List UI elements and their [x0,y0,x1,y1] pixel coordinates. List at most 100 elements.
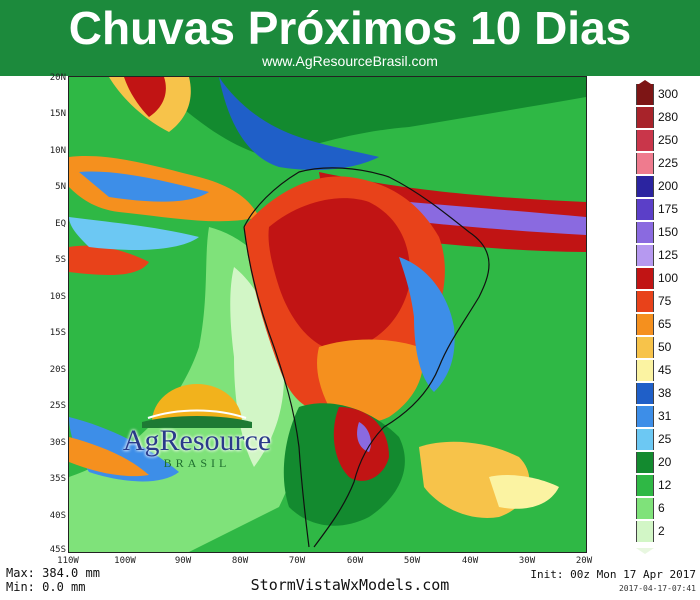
legend-label: 250 [658,133,679,147]
page-title: Chuvas Próximos 10 Dias [68,2,632,54]
legend-swatch [636,360,654,381]
legend-label: 75 [658,294,672,308]
legend-label: 100 [658,271,679,285]
min-value: Min: 0.0 mm [6,580,86,594]
lat-label-30s: 30S [49,438,66,448]
legend-swatch [636,199,654,220]
lon-label-90w: 90W [174,556,192,566]
central-brazil-orange [317,339,423,423]
legend-label: 12 [658,478,672,492]
credit-text: StormVistaWxModels.com [250,576,450,594]
legend-item: 225 [636,153,696,174]
timestamp: 2017-04-17-07:41 [618,584,696,593]
legend-item: 25 [636,429,696,450]
lat-label-35s: 35S [49,474,66,484]
lon-label-70w: 70W [288,556,306,566]
lon-label-60w: 60W [346,556,364,566]
logo-sun-icon [142,384,252,428]
legend-label: 65 [658,317,672,331]
pacific-rain-cell [69,245,149,275]
legend-swatch [636,406,654,427]
legend-item: 2 [636,521,696,542]
legend-item: 12 [636,475,696,496]
legend-item: 50 [636,337,696,358]
legend-item: 31 [636,406,696,427]
legend-swatch [636,337,654,358]
legend-label: 20 [658,455,672,469]
legend-swatch [636,245,654,266]
legend-label: 125 [658,248,679,262]
lat-label-5n: 5N [55,182,66,192]
lon-label-80w: 80W [231,556,249,566]
legend-item: 250 [636,130,696,151]
lat-label-25s: 25S [49,401,66,411]
legend-label: 280 [658,110,679,124]
legend-swatch [636,452,654,473]
legend-swatch [636,291,654,312]
legend-label: 225 [658,156,679,170]
stats-block: Max: 384.0 mm Min: 0.0 mm [6,566,100,594]
legend-item: 65 [636,314,696,335]
legend-swatch [636,222,654,243]
logo-name: AgResource [122,424,272,457]
legend-label: 25 [658,432,672,446]
legend-label: 45 [658,363,672,377]
lat-label-15s: 15S [49,328,66,338]
lon-label-110w: 110W [57,556,79,566]
legend-swatch [636,84,654,105]
init-time: Init: 00z Mon 17 Apr 2017 [530,568,696,581]
legend-label: 6 [658,501,665,515]
central-america-blue [219,77,379,170]
lon-label-20w: 20W [575,556,593,566]
legend-item: 38 [636,383,696,404]
argentina-purple [357,422,371,452]
legend-item: 150 [636,222,696,243]
lat-label-eq: EQ [55,219,66,229]
legend-item: 45 [636,360,696,381]
south-atlantic-pale [489,475,559,509]
legend-swatch [636,314,654,335]
legend-bottom-arrow [636,548,654,554]
legend-item: 175 [636,199,696,220]
lat-label-10n: 10N [49,146,66,156]
pacific-itcz-blue [79,171,209,202]
lat-label-20n: 20N [49,73,66,83]
legend-label: 50 [658,340,672,354]
legend-swatch [636,130,654,151]
lon-label-50w: 50W [403,556,421,566]
legend-item: 300 [636,84,696,105]
legend-swatch [636,475,654,496]
legend-swatch [636,383,654,404]
legend-item: 75 [636,291,696,312]
gulf-red [124,77,166,117]
legend-label: 175 [658,202,679,216]
legend-swatch [636,268,654,289]
legend-label: 38 [658,386,672,400]
max-value: Max: 384.0 mm [6,566,100,580]
legend-top-arrow [636,80,654,86]
header-banner: Chuvas Próximos 10 Dias www.AgResourceBr… [0,0,700,76]
amazon-heavy-rain [268,198,410,352]
legend-item: 125 [636,245,696,266]
legend-swatch [636,107,654,128]
coastline [243,167,490,548]
pacific-coastline [243,226,310,548]
pacific-blue-band [69,217,199,250]
legend-item: 100 [636,268,696,289]
precipitation-legend: 300 280 250 225 200 175 150 125 100 75 65 50 45 38 31 2… [636,84,696,548]
legend-item: 6 [636,498,696,519]
legend-label: 2 [658,524,665,538]
legend-swatch [636,429,654,450]
atlantic-itcz-purple [409,202,586,235]
legend-swatch [636,498,654,519]
lon-label-40w: 40W [461,556,479,566]
lon-label-30w: 30W [518,556,536,566]
lat-label-10s: 10S [49,292,66,302]
lat-label-5s: 5S [55,255,66,265]
legend-swatch [636,153,654,174]
legend-item: 280 [636,107,696,128]
website-url: www.AgResourceBrasil.com [262,53,438,69]
legend-swatch [636,521,654,542]
precipitation-map-canvas [69,77,586,552]
lat-label-20s: 20S [49,365,66,375]
